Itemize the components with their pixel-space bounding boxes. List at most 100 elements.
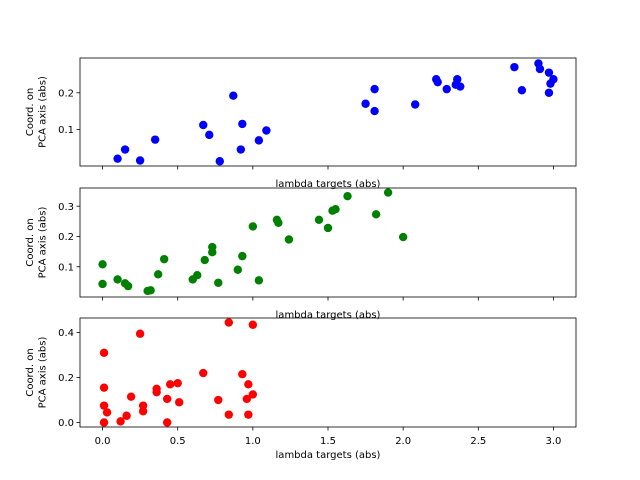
data-point — [152, 387, 161, 397]
y-axis-label-line: Coord. on — [25, 88, 36, 136]
y-tick-label: 0.2 — [58, 232, 74, 243]
data-point — [236, 145, 246, 154]
data-point — [254, 136, 264, 145]
data-point — [122, 411, 131, 420]
data-point — [175, 398, 184, 407]
data-point — [123, 281, 133, 291]
data-point — [150, 135, 160, 144]
data-point — [274, 218, 283, 228]
data-point — [138, 407, 148, 416]
data-point — [442, 84, 451, 94]
data-point — [193, 271, 202, 280]
data-point — [162, 394, 172, 404]
y-axis-label-line: PCA axis (abs) — [38, 337, 49, 409]
x-tick-label: 2.5 — [470, 436, 486, 447]
data-point — [238, 251, 247, 261]
y-axis-label-line: PCA axis (abs) — [38, 207, 49, 279]
data-point — [215, 157, 224, 166]
data-point — [199, 368, 208, 378]
data-point — [233, 265, 243, 274]
data-point — [102, 408, 112, 417]
x-axis-label: lambda targets (abs) — [276, 310, 381, 321]
data-point — [248, 390, 258, 399]
data-point — [242, 394, 252, 404]
data-point — [343, 191, 352, 201]
data-point — [535, 64, 545, 74]
data-point — [113, 154, 122, 163]
data-point — [331, 204, 340, 214]
x-tick-label: 1.5 — [320, 436, 336, 447]
y-tick-label: 0.2 — [58, 88, 74, 99]
subplot-3: 0.0 0.5 1.0 1.5 2.0 2.5 3.0 0.0 0.2 0.4 lambda tar… — [25, 317, 577, 461]
data-point — [248, 222, 258, 231]
data-point — [238, 369, 247, 379]
data-point — [383, 188, 393, 197]
data-point — [98, 279, 107, 289]
data-point — [159, 254, 169, 264]
x-axis-label: lambda targets (abs) — [276, 450, 381, 461]
data-point — [153, 270, 163, 279]
data-point — [173, 378, 182, 388]
y-tick-label: 0.3 — [58, 202, 74, 213]
data-point — [238, 119, 247, 129]
data-point — [165, 380, 175, 389]
data-point — [135, 156, 145, 165]
data-point — [517, 86, 527, 95]
data-point — [98, 260, 107, 269]
data-point — [199, 120, 208, 130]
data-point — [410, 100, 420, 109]
data-point — [99, 383, 109, 392]
data-point — [254, 276, 264, 285]
data-point — [314, 215, 324, 224]
x-tick-label: 2.0 — [395, 436, 411, 447]
data-point — [248, 320, 258, 329]
scatter-points-3 — [99, 318, 258, 427]
data-point — [244, 410, 253, 419]
scatter-points-1 — [113, 59, 558, 166]
data-point — [135, 329, 145, 338]
y-axis-label-line: PCA axis (abs) — [38, 76, 49, 148]
data-point — [99, 401, 109, 410]
data-point — [200, 255, 209, 265]
y-axis-label-line: Coord. on — [25, 348, 36, 396]
data-point — [99, 348, 109, 358]
y-tick-label: 0.1 — [58, 125, 74, 136]
data-point — [284, 235, 294, 244]
data-point — [262, 126, 271, 135]
data-point — [370, 84, 379, 94]
data-point — [544, 68, 554, 77]
data-point — [361, 99, 370, 108]
data-point — [99, 418, 109, 427]
data-point — [453, 75, 462, 84]
x-axis-label: lambda targets (abs) — [276, 179, 381, 190]
data-point — [370, 106, 379, 116]
y-axis-label-line: Coord. on — [25, 218, 36, 266]
y-tick-label: 0.0 — [58, 418, 74, 429]
data-point — [214, 278, 223, 287]
x-tick-label: 3.0 — [546, 436, 562, 447]
data-point — [120, 145, 130, 154]
data-point — [456, 82, 465, 91]
data-point — [126, 392, 136, 401]
subplot-2: 0.1 0.2 0.3 lambda targets (abs) Coord. on PC… — [25, 187, 577, 321]
y-axis-label: Coord. on PCA axis (abs) — [25, 76, 49, 148]
x-tick-label: 0.0 — [95, 436, 111, 447]
y-axis-label: Coord. on PCA axis (abs) — [25, 337, 49, 409]
data-point — [162, 418, 172, 427]
y-tick-label: 0.4 — [58, 328, 74, 339]
data-point — [205, 130, 214, 140]
x-tick-label: 1.0 — [245, 436, 261, 447]
data-point — [510, 62, 519, 72]
y-tick-label: 0.2 — [58, 373, 74, 384]
data-point — [549, 75, 558, 84]
data-point — [398, 232, 408, 242]
data-point — [371, 210, 381, 219]
data-point — [544, 88, 554, 97]
data-point — [224, 318, 233, 327]
data-point — [146, 286, 155, 295]
data-point — [208, 242, 217, 252]
y-tick-label: 0.1 — [58, 262, 74, 273]
